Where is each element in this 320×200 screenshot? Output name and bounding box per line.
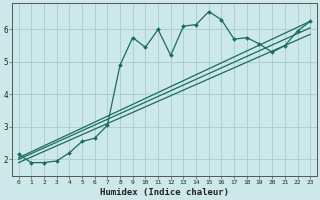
- X-axis label: Humidex (Indice chaleur): Humidex (Indice chaleur): [100, 188, 229, 197]
